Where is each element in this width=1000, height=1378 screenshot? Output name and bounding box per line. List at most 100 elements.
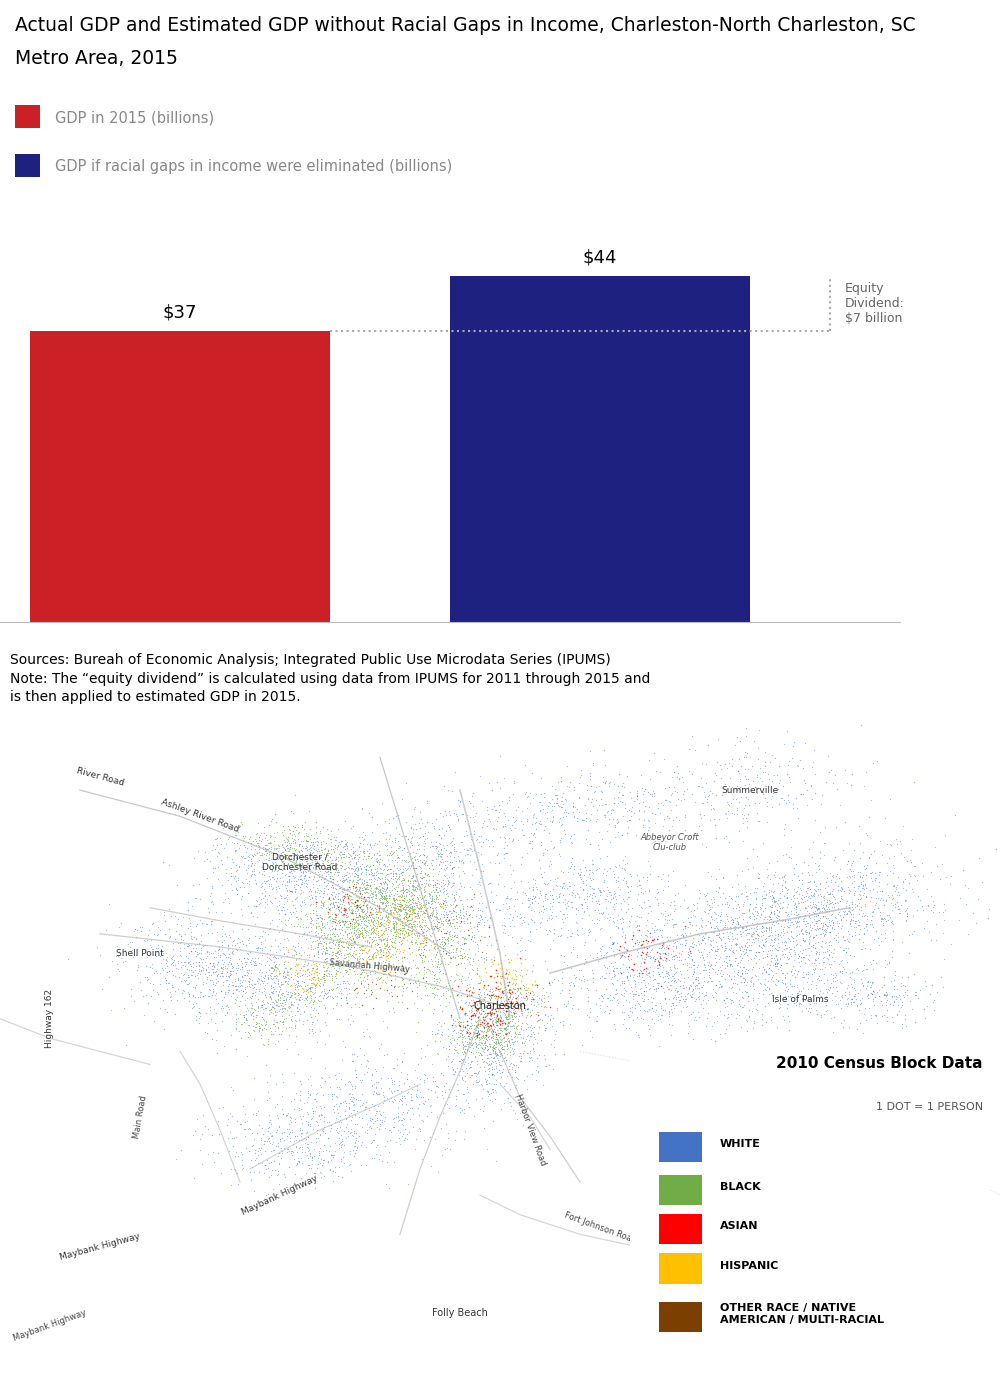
Point bbox=[339, 836, 355, 858]
Point bbox=[416, 956, 432, 978]
Point bbox=[480, 1020, 496, 1042]
Point bbox=[450, 845, 466, 867]
Point bbox=[774, 932, 790, 954]
Point bbox=[754, 929, 770, 951]
Point bbox=[619, 875, 635, 897]
Point bbox=[512, 929, 528, 951]
Point bbox=[470, 987, 486, 1009]
Point bbox=[513, 984, 529, 1006]
Point bbox=[254, 994, 270, 1016]
Point bbox=[629, 929, 645, 951]
Point bbox=[354, 879, 370, 901]
Point bbox=[286, 1098, 302, 1120]
Point bbox=[368, 847, 384, 870]
Point bbox=[857, 893, 873, 915]
Point bbox=[842, 911, 858, 933]
Point bbox=[608, 889, 624, 911]
Point bbox=[589, 799, 605, 821]
Point bbox=[633, 971, 649, 994]
Point bbox=[237, 1021, 253, 1043]
Point bbox=[306, 954, 322, 976]
Point bbox=[362, 874, 378, 896]
Point bbox=[315, 936, 331, 958]
Point bbox=[707, 762, 723, 784]
Point bbox=[275, 965, 291, 987]
Point bbox=[612, 962, 628, 984]
Point bbox=[382, 898, 398, 921]
Point bbox=[542, 868, 558, 890]
Point bbox=[276, 998, 292, 1020]
Point bbox=[290, 1151, 306, 1173]
Point bbox=[887, 881, 903, 903]
Point bbox=[652, 761, 668, 783]
Point bbox=[367, 941, 383, 963]
Point bbox=[879, 904, 895, 926]
Point bbox=[677, 874, 693, 896]
Point bbox=[228, 839, 244, 861]
Point bbox=[233, 1141, 249, 1163]
Point bbox=[720, 896, 736, 918]
Point bbox=[510, 978, 526, 1000]
Point bbox=[427, 1080, 443, 1102]
Point bbox=[354, 882, 370, 904]
Point bbox=[276, 1129, 292, 1151]
Point bbox=[331, 955, 347, 977]
Point bbox=[322, 905, 338, 927]
Point bbox=[481, 1018, 497, 1040]
Point bbox=[489, 1043, 505, 1065]
Point bbox=[734, 959, 750, 981]
Point bbox=[660, 944, 676, 966]
Point bbox=[824, 890, 840, 912]
Point bbox=[452, 1025, 468, 1047]
Point bbox=[271, 903, 287, 925]
Point bbox=[759, 795, 775, 817]
Point bbox=[369, 960, 385, 983]
Point bbox=[466, 1062, 482, 1084]
Point bbox=[434, 817, 450, 839]
Point bbox=[263, 847, 279, 870]
Point bbox=[721, 1014, 737, 1036]
Point bbox=[231, 816, 247, 838]
Point bbox=[330, 941, 346, 963]
Point bbox=[762, 908, 778, 930]
Point bbox=[275, 841, 291, 863]
Point bbox=[501, 960, 517, 983]
Point bbox=[350, 916, 366, 938]
Point bbox=[566, 805, 582, 827]
Point bbox=[159, 978, 175, 1000]
Point bbox=[369, 956, 385, 978]
Point bbox=[494, 1014, 510, 1036]
Point bbox=[710, 904, 726, 926]
Point bbox=[629, 904, 645, 926]
Point bbox=[378, 904, 394, 926]
Point bbox=[266, 860, 282, 882]
Point bbox=[381, 853, 397, 875]
Point bbox=[461, 1096, 477, 1118]
Point bbox=[794, 984, 810, 1006]
Point bbox=[802, 892, 818, 914]
Point bbox=[375, 1010, 391, 1032]
Point bbox=[354, 900, 370, 922]
Point bbox=[310, 932, 326, 954]
Point bbox=[492, 745, 508, 768]
Point bbox=[836, 904, 852, 926]
Point bbox=[308, 915, 324, 937]
Point bbox=[407, 916, 423, 938]
Point bbox=[716, 827, 732, 849]
Point bbox=[358, 863, 374, 885]
Point bbox=[333, 994, 349, 1016]
Point bbox=[490, 985, 506, 1007]
Point bbox=[356, 918, 372, 940]
Point bbox=[399, 909, 415, 932]
Point bbox=[887, 963, 903, 985]
Point bbox=[708, 763, 724, 785]
Point bbox=[408, 918, 424, 940]
Point bbox=[326, 956, 342, 978]
Point bbox=[368, 1082, 384, 1104]
Point bbox=[821, 930, 837, 952]
Point bbox=[712, 956, 728, 978]
Point bbox=[753, 936, 769, 958]
Point bbox=[505, 783, 521, 805]
Point bbox=[526, 900, 542, 922]
Point bbox=[376, 853, 392, 875]
